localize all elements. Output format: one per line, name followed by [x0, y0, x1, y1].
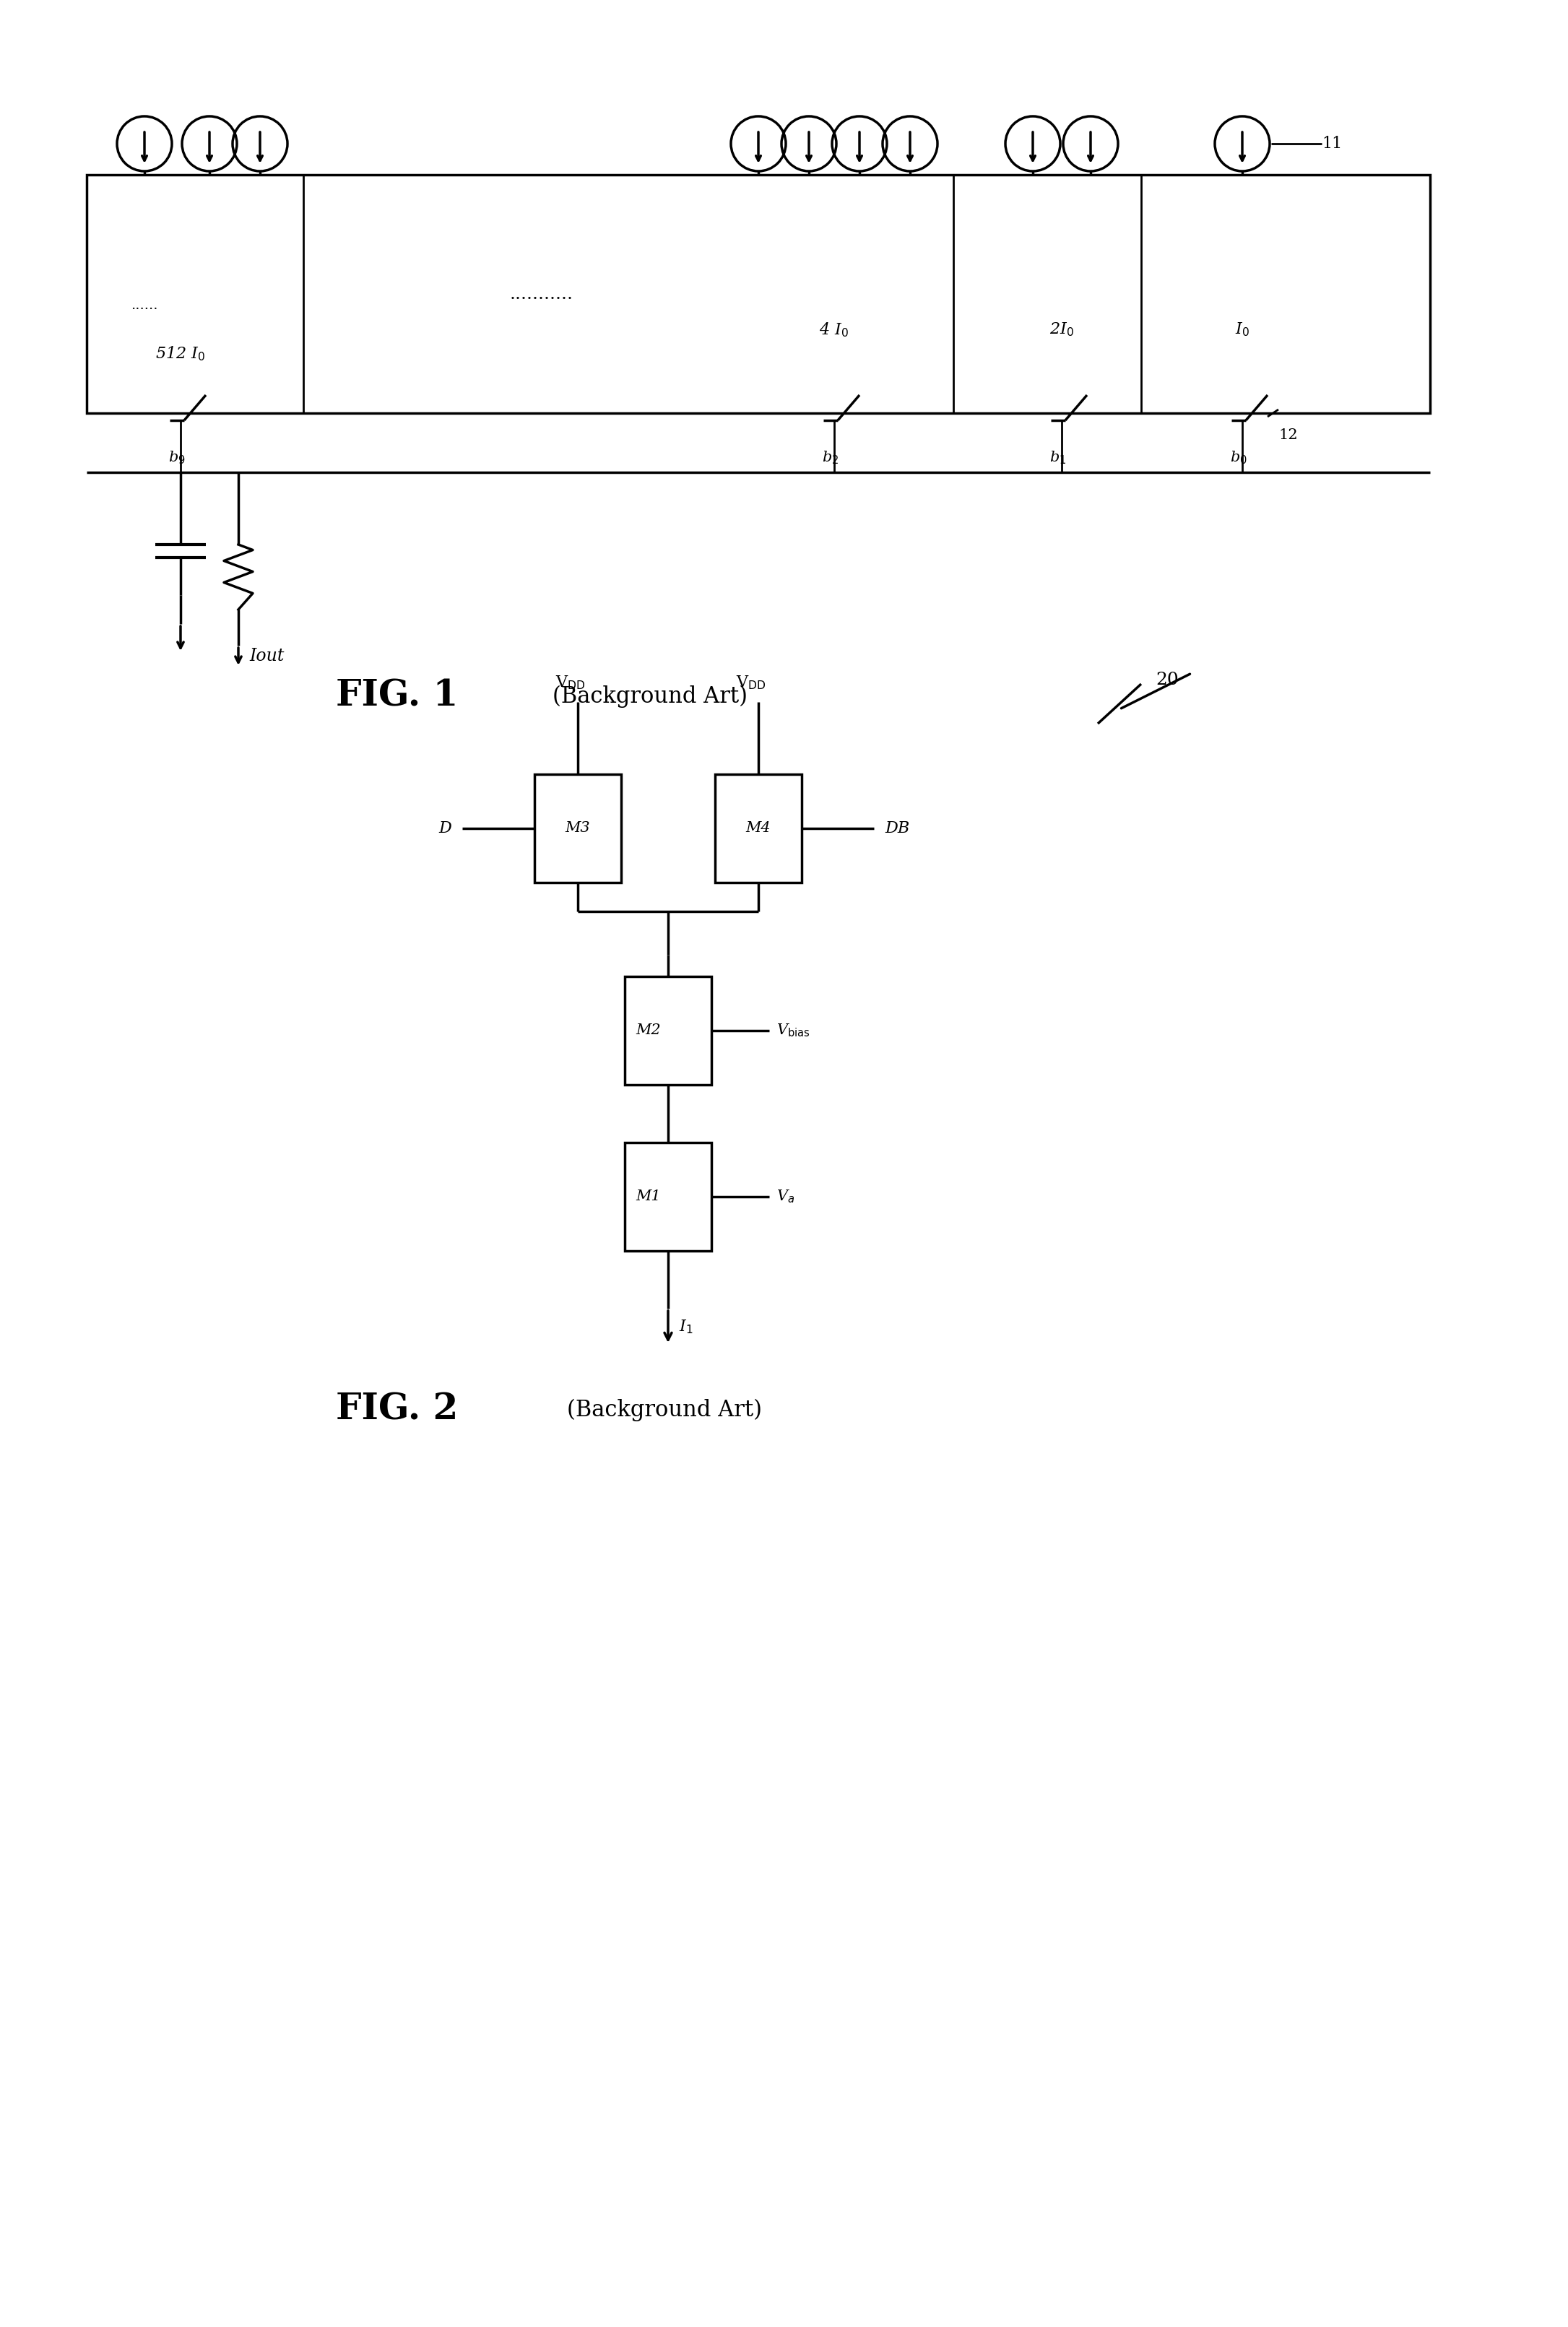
Text: V$_\mathrm{bias}$: V$_\mathrm{bias}$	[776, 1022, 811, 1038]
Text: M2: M2	[635, 1024, 660, 1038]
Text: M3: M3	[566, 821, 590, 835]
Bar	[86, 175, 1430, 414]
Text: 2I$_0$: 2I$_0$	[1049, 321, 1074, 337]
Text: V$_a$: V$_a$	[776, 1189, 795, 1205]
Text: FIG. 2: FIG. 2	[336, 1392, 458, 1426]
Text: b$_9$: b$_9$	[168, 449, 185, 465]
Bar	[624, 1143, 712, 1252]
Text: I$_0$: I$_0$	[1236, 321, 1250, 337]
Bar	[624, 977, 712, 1084]
Text: M1: M1	[635, 1189, 660, 1203]
Text: (Background Art): (Background Art)	[552, 684, 748, 707]
Text: V$_\mathrm{DD}$: V$_\mathrm{DD}$	[555, 675, 585, 691]
Text: ......: ......	[130, 300, 158, 312]
Text: Iout: Iout	[249, 649, 284, 666]
Text: ...........: ...........	[510, 286, 574, 303]
Text: b$_1$: b$_1$	[1049, 449, 1066, 465]
Bar	[535, 775, 621, 882]
Text: 4 I$_0$: 4 I$_0$	[820, 321, 848, 337]
Text: 20: 20	[1156, 673, 1179, 689]
Text: 512 I$_0$: 512 I$_0$	[155, 344, 205, 363]
Text: DB: DB	[884, 821, 909, 835]
Text: (Background Art): (Background Art)	[568, 1399, 762, 1422]
Text: b$_2$: b$_2$	[822, 449, 839, 465]
Text: 11: 11	[1322, 135, 1342, 151]
Text: FIG. 1: FIG. 1	[336, 679, 458, 714]
Text: D: D	[439, 821, 452, 835]
Text: I$_1$: I$_1$	[679, 1317, 693, 1336]
Text: V$_\mathrm{DD}$: V$_\mathrm{DD}$	[735, 675, 767, 691]
Text: b$_0$: b$_0$	[1229, 449, 1247, 465]
Text: M4: M4	[746, 821, 771, 835]
Text: 12: 12	[1278, 428, 1298, 442]
Bar	[715, 775, 801, 882]
